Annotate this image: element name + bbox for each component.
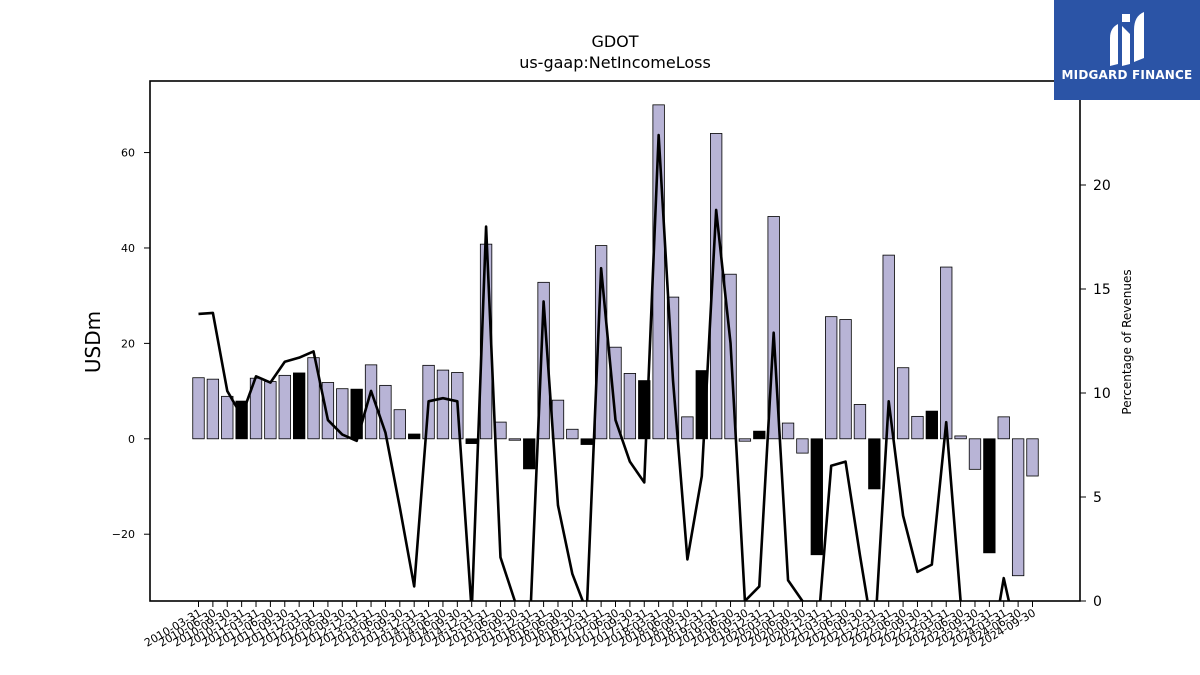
bar bbox=[609, 346, 622, 440]
bar bbox=[364, 364, 378, 440]
bar bbox=[997, 416, 1010, 440]
bar bbox=[882, 254, 895, 440]
bar bbox=[983, 438, 996, 554]
percentage-line bbox=[198, 133, 1011, 601]
bar bbox=[968, 438, 982, 470]
bar bbox=[868, 438, 881, 490]
bar bbox=[235, 400, 248, 440]
y2-tick-label: 5 bbox=[1093, 490, 1102, 506]
y2-tick-label: 20 bbox=[1093, 178, 1111, 194]
chart-title: GDOT bbox=[591, 32, 639, 51]
bar bbox=[695, 370, 708, 440]
bar bbox=[925, 410, 938, 440]
bar bbox=[566, 428, 579, 440]
bar bbox=[192, 377, 205, 440]
bar bbox=[292, 372, 306, 440]
bar bbox=[781, 422, 795, 440]
bar bbox=[954, 435, 967, 440]
brand-name: MIDGARD FINANCE bbox=[1061, 68, 1193, 82]
y-tick-label: 60 bbox=[121, 147, 135, 160]
bar bbox=[753, 430, 766, 440]
y-tick-label: 40 bbox=[121, 242, 135, 255]
bar bbox=[911, 415, 924, 440]
bar bbox=[465, 438, 478, 444]
bar bbox=[278, 374, 291, 440]
bar bbox=[1011, 438, 1025, 577]
y-tick-label: −20 bbox=[112, 528, 135, 541]
bar bbox=[839, 319, 852, 440]
bar bbox=[436, 369, 450, 440]
bar bbox=[853, 404, 867, 440]
bar bbox=[264, 381, 277, 440]
bar bbox=[796, 438, 809, 454]
bar bbox=[1026, 438, 1039, 477]
y-axis-label: USDm bbox=[81, 311, 105, 373]
bar bbox=[408, 433, 421, 440]
bar bbox=[638, 380, 651, 440]
bar bbox=[537, 281, 550, 440]
bar bbox=[896, 367, 910, 440]
y-tick-label: 0 bbox=[128, 433, 135, 446]
bar bbox=[940, 266, 953, 440]
bar bbox=[825, 316, 838, 440]
y2-axis-label: Percentage of Revenues bbox=[1120, 269, 1134, 414]
bar bbox=[221, 395, 234, 440]
bar bbox=[523, 438, 536, 470]
bar bbox=[580, 438, 593, 445]
y2-tick-label: 15 bbox=[1093, 282, 1111, 298]
bar bbox=[738, 438, 752, 442]
bar bbox=[508, 438, 521, 441]
axes: −200204060051015202010-03-312010-06-3020… bbox=[112, 147, 1111, 650]
bar bbox=[681, 416, 694, 440]
midgard-logo-icon bbox=[1110, 12, 1144, 66]
y2-tick-label: 10 bbox=[1093, 386, 1111, 402]
bar bbox=[206, 378, 220, 440]
bar bbox=[767, 216, 780, 440]
bar-series bbox=[192, 104, 1039, 577]
brand-logo: MIDGARD FINANCE bbox=[1054, 0, 1200, 100]
y-tick-label: 20 bbox=[121, 337, 135, 350]
bar bbox=[810, 438, 823, 556]
bar bbox=[393, 409, 406, 440]
bar bbox=[336, 388, 349, 440]
bar bbox=[623, 373, 637, 440]
chart-subtitle: us-gaap:NetIncomeLoss bbox=[519, 53, 711, 72]
y2-tick-label: 0 bbox=[1093, 594, 1102, 610]
bar bbox=[321, 382, 335, 440]
bar bbox=[710, 133, 723, 440]
